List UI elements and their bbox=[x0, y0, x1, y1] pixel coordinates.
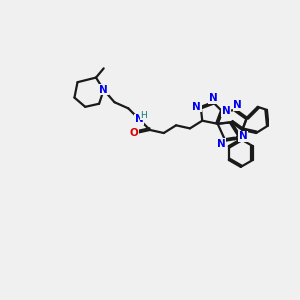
Text: N: N bbox=[233, 100, 242, 110]
Text: N: N bbox=[209, 93, 218, 103]
Text: N: N bbox=[135, 114, 143, 124]
Text: N: N bbox=[99, 85, 108, 95]
Text: N: N bbox=[239, 131, 248, 141]
Text: O: O bbox=[129, 128, 138, 138]
Text: H: H bbox=[140, 111, 147, 120]
Text: N: N bbox=[193, 102, 201, 112]
Text: N: N bbox=[217, 139, 226, 149]
Text: N: N bbox=[222, 106, 230, 116]
